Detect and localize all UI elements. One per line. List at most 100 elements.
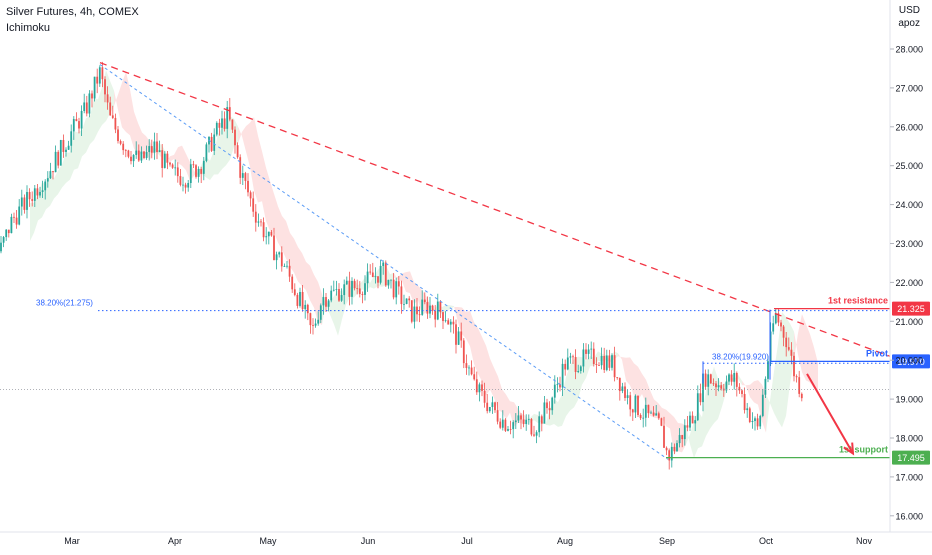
cloud-segment	[294, 238, 298, 282]
candle-body	[730, 374, 733, 382]
candle-body	[335, 288, 338, 290]
candle-body	[163, 153, 166, 168]
cloud-segment	[490, 358, 494, 398]
cloud-segment	[334, 289, 338, 336]
cloud-segment	[182, 145, 186, 171]
candle-body	[171, 164, 174, 168]
y-tick-label: 28.000	[895, 45, 923, 55]
candle-body	[114, 117, 117, 130]
cloud-segment	[130, 89, 134, 149]
candle-body	[478, 384, 481, 393]
candle-body	[777, 313, 780, 323]
candle-body	[780, 322, 782, 327]
cloud-segment	[266, 167, 270, 231]
cloud-segment	[54, 170, 58, 199]
candle-body	[499, 421, 502, 428]
candle-body	[46, 178, 49, 182]
pivot-price-text: 19.970	[897, 357, 925, 367]
cloud-segment	[570, 359, 574, 411]
cloud-segment	[690, 421, 694, 458]
cloud-segment	[114, 90, 118, 110]
candle-body	[655, 413, 658, 416]
candle-body	[660, 418, 663, 426]
candle-body	[153, 141, 156, 153]
candle-body	[62, 140, 65, 152]
candle-body	[262, 222, 265, 238]
x-tick-label: Jul	[461, 536, 473, 546]
candle-body	[31, 199, 34, 201]
candle-body	[351, 280, 353, 297]
candle-body	[517, 415, 520, 421]
cloud-segment	[126, 71, 130, 136]
candle-body	[496, 410, 499, 422]
candle-body	[483, 390, 486, 403]
cloud-segment	[770, 371, 774, 414]
unit-label: apoz	[898, 18, 920, 29]
candle-body	[462, 340, 465, 364]
candle-body	[624, 386, 626, 398]
candle-body	[67, 145, 70, 150]
candles-layer	[0, 61, 803, 470]
candle-body	[101, 67, 104, 80]
candle-body	[642, 417, 645, 419]
candle-body	[681, 435, 684, 440]
candle-body	[436, 301, 439, 320]
candle-body	[699, 393, 702, 403]
cloud-segment	[86, 116, 90, 153]
resistance-name-label: 1st resistance	[828, 296, 888, 306]
candle-body	[694, 420, 697, 424]
candle-body	[278, 252, 281, 255]
candle-body	[70, 131, 73, 146]
candle-body	[637, 395, 639, 415]
candle-body	[447, 320, 450, 325]
candle-body	[540, 416, 543, 424]
candle-body	[769, 331, 772, 362]
candle-body	[286, 265, 288, 267]
candle-body	[317, 319, 320, 324]
candle-body	[364, 283, 366, 295]
candle-body	[530, 419, 533, 435]
candle-body	[299, 291, 301, 306]
candle-body	[470, 367, 473, 375]
candle-body	[98, 67, 101, 84]
candle-body	[145, 152, 148, 159]
cloud-segment	[30, 202, 34, 241]
candle-body	[743, 393, 746, 411]
cloud-segment	[638, 366, 642, 401]
candle-body	[15, 217, 18, 225]
candle-body	[717, 385, 720, 388]
candle-body	[0, 242, 2, 252]
projection-arrow-shaft	[806, 373, 854, 455]
cloud-segment	[70, 131, 74, 180]
candle-body	[254, 211, 257, 223]
cloud-segment	[90, 97, 94, 145]
cloud-segment	[170, 154, 174, 162]
candle-body	[548, 408, 551, 411]
candle-body	[148, 146, 151, 153]
candle-body	[182, 184, 184, 186]
candle-body	[442, 312, 444, 322]
candle-body	[150, 146, 153, 153]
candle-body	[678, 435, 681, 444]
candle-body	[702, 373, 704, 403]
cloud-segment	[238, 126, 242, 144]
candle-body	[387, 279, 390, 286]
candle-body	[533, 434, 535, 436]
candle-body	[566, 357, 569, 370]
candle-body	[382, 262, 385, 266]
cloud-segment	[566, 365, 570, 417]
cloud-segment	[270, 181, 274, 233]
candle-body	[273, 235, 275, 261]
candle-body	[93, 76, 96, 99]
candle-body	[514, 420, 517, 423]
cloud-segment	[290, 233, 294, 273]
cloud-segment	[546, 408, 550, 426]
candle-body	[720, 385, 723, 389]
candle-body	[395, 281, 398, 298]
candle-body	[119, 141, 122, 144]
candle-body	[569, 356, 572, 358]
candle-body	[304, 304, 307, 310]
candle-body	[91, 93, 93, 99]
candle-body	[652, 412, 655, 416]
